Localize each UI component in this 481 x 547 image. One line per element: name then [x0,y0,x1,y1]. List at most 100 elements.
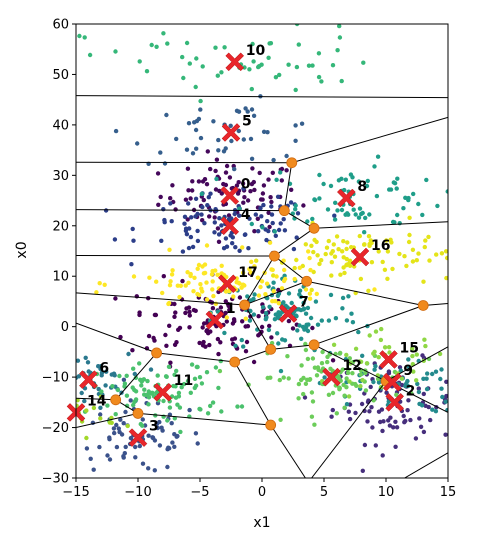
data-point-cluster-1 [215,336,221,342]
data-point-cluster-2 [443,432,448,437]
data-point-cluster-4 [129,262,134,267]
data-point-cluster-10 [293,87,298,93]
data-point-cluster-9 [371,379,376,385]
data-point-cluster-11 [138,421,143,427]
data-point-cluster-17 [199,286,204,291]
data-point-cluster-11 [131,366,136,371]
data-point-cluster-17 [292,276,297,282]
data-point-cluster-5 [299,121,305,126]
data-point-cluster-7 [333,316,339,321]
data-point-cluster-4 [269,212,275,217]
data-point-cluster-15 [379,326,384,332]
data-point-cluster-7 [297,288,303,293]
data-point-cluster-15 [346,394,352,399]
data-point-cluster-2 [368,384,373,390]
data-point-cluster-7 [239,337,244,343]
voronoi-edges [76,95,448,478]
data-point-cluster-8 [362,230,367,235]
data-point-cluster-1 [223,310,228,316]
voronoi-edge [274,227,315,257]
data-point-cluster-1 [259,324,265,330]
data-point-cluster-11 [165,418,170,423]
data-point-cluster-12 [325,359,330,365]
data-point-cluster-4 [269,204,274,209]
data-point-cluster-8 [346,212,351,217]
voronoi-edge [274,255,307,282]
data-point-cluster-10 [219,70,224,75]
data-point-cluster-8 [403,195,408,200]
data-point-cluster-1 [187,313,192,318]
data-point-cluster-10 [82,35,87,40]
data-point-cluster-1 [218,340,223,345]
data-point-cluster-3 [167,446,172,451]
data-point-cluster-2 [302,395,308,400]
data-point-cluster-5 [158,150,163,155]
data-point-cluster-2 [373,443,378,448]
cluster-center-marker-11 [153,382,173,402]
data-point-cluster-0 [252,187,257,193]
data-point-cluster-17 [240,270,246,275]
data-point-cluster-16 [384,238,389,243]
data-point-cluster-0 [185,166,191,171]
data-point-cluster-16 [410,247,416,252]
data-point-cluster-2 [362,442,368,448]
data-point-cluster-17 [168,279,173,284]
data-point-cluster-3 [152,468,157,473]
data-point-cluster-7 [298,294,304,299]
data-point-cluster-12 [337,387,342,392]
data-point-cluster-8 [343,177,348,182]
data-point-cluster-2 [370,425,375,430]
data-point-cluster-8 [321,181,326,187]
data-point-cluster-11 [145,378,150,384]
data-point-cluster-2 [399,382,405,388]
data-point-cluster-10 [335,48,340,53]
data-point-cluster-11 [99,389,104,394]
data-point-cluster-11 [199,381,205,386]
data-point-cluster-0 [216,239,222,244]
data-point-cluster-4 [159,238,164,243]
data-point-cluster-1 [130,348,135,353]
data-point-cluster-11 [131,402,136,408]
data-point-cluster-11 [133,397,139,402]
data-point-cluster-1 [113,296,118,301]
data-point-cluster-16 [410,259,416,264]
data-point-cluster-16 [303,242,308,247]
data-point-cluster-16 [380,259,385,265]
cluster-label-10: 10 [246,43,266,59]
data-point-cluster-9 [425,371,430,376]
data-point-cluster-6 [83,355,88,360]
data-point-cluster-10 [200,64,205,69]
data-point-cluster-9 [398,368,403,373]
data-point-cluster-7 [315,322,321,327]
data-point-cluster-17 [204,280,209,285]
data-point-cluster-1 [259,329,264,334]
data-point-cluster-17 [154,279,159,284]
cluster-label-14: 14 [87,393,107,409]
data-point-cluster-16 [443,249,448,254]
data-point-cluster-2 [421,391,426,397]
data-point-cluster-17 [276,301,281,306]
y-tick-label: 40 [52,118,69,133]
data-point-cluster-16 [311,249,316,255]
data-point-cluster-4 [180,249,186,254]
data-point-cluster-10 [296,42,301,47]
data-point-cluster-12 [363,388,369,393]
data-point-cluster-0 [204,182,210,187]
x-tick-label: 15 [440,485,457,500]
data-point-cluster-17 [196,262,202,268]
voronoi-edge [313,344,387,382]
cluster-center-marker-7 [278,304,298,323]
data-point-cluster-11 [179,385,184,390]
data-point-cluster-2 [386,418,391,423]
data-point-cluster-4 [131,238,136,243]
data-point-cluster-5 [236,109,242,114]
y-tick-label: 60 [52,18,69,33]
data-point-cluster-4 [266,228,271,234]
data-point-cluster-17 [183,283,188,288]
data-point-cluster-1 [227,307,232,313]
voronoi-edge [76,161,292,164]
cluster-center-marker-5 [221,123,241,142]
data-point-cluster-3 [119,432,125,437]
data-point-cluster-16 [358,276,364,282]
data-point-cluster-10 [87,52,93,58]
